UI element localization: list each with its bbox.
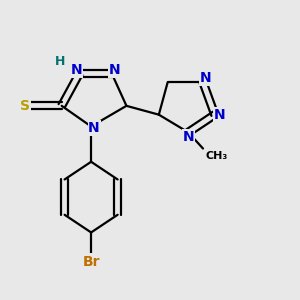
Text: CH₃: CH₃ — [206, 152, 228, 161]
Text: S: S — [20, 99, 30, 113]
Text: N: N — [109, 64, 121, 77]
Text: N: N — [88, 121, 100, 135]
Text: N: N — [70, 64, 82, 77]
Text: H: H — [55, 55, 65, 68]
Text: N: N — [200, 71, 212, 85]
Text: Br: Br — [82, 255, 100, 269]
Text: N: N — [182, 130, 194, 144]
Text: N: N — [213, 108, 225, 122]
